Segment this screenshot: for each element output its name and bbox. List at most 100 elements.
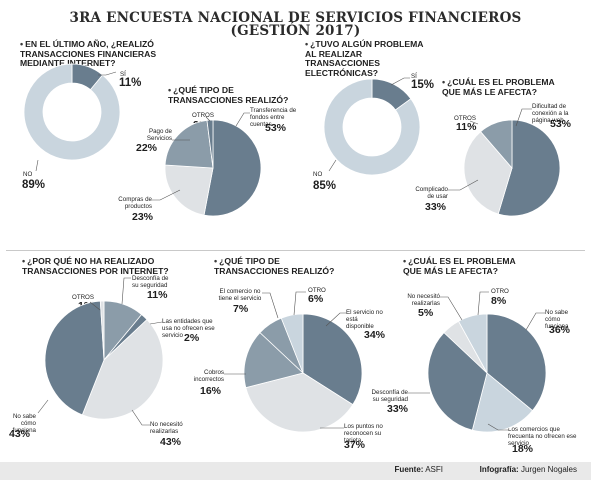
question-1-text: EN EL ÚLTIMO AÑO, ¿REALIZÓ TRANSACCIONES… — [20, 39, 157, 68]
chart-6-value-puntos: 37% — [344, 439, 366, 451]
chart-6-pie — [243, 313, 363, 433]
pie-slice-no-necesitó-realizarlas — [81, 319, 164, 420]
pie-slice-no-sabe-cómo-funciona — [44, 300, 105, 416]
bullet-icon: • — [214, 256, 218, 266]
leader-line — [149, 321, 163, 325]
chart-3-label-si: SÍ — [411, 73, 417, 80]
footer-source: Fuente: ASFI — [395, 465, 443, 474]
chart-5-label-entidades: Las entidades que usa no ofrecen ese ser… — [162, 318, 215, 339]
pie-slice-otros — [99, 300, 105, 361]
question-5: • ¿POR QUÉ NO HA REALIZADO TRANSACCIONES … — [22, 256, 172, 276]
question-2-text: ¿QUÉ TIPO DE TRANSACCIONES REALIZÓ? — [168, 85, 289, 105]
source-label: Fuente: — [394, 465, 424, 474]
chart-7-value-otro: 8% — [491, 295, 507, 307]
chart-5-value-nonecesito: 43% — [160, 436, 182, 448]
leader-line — [89, 301, 101, 311]
leader-line — [35, 159, 39, 172]
leader-line — [325, 312, 346, 327]
chart-4-label-complicado: Complicado de usar — [415, 186, 448, 200]
question-1: • EN EL ÚLTIMO AÑO, ¿REALIZÓ TRANSACCIONE… — [20, 39, 165, 69]
bullet-icon: • — [305, 39, 309, 49]
chart-7-value-nosabe: 36% — [549, 324, 571, 336]
leader-line — [235, 112, 250, 127]
footer-bar: Fuente: ASFI Infografía: Jurgen Nogales — [0, 462, 591, 480]
question-6: • ¿QUÉ TIPO DE TRANSACCIONES REALIZÓ? — [214, 256, 354, 276]
chart-6-value-cobros: 16% — [200, 385, 222, 397]
chart-1-label-no: NO — [23, 171, 33, 178]
chart-1-label-si: SÍ — [120, 71, 126, 78]
pie-slice-no — [23, 63, 121, 161]
pie-slice-los-puntos-no-reconocen-su-tarjeta — [245, 372, 354, 433]
question-7-text: ¿CUÁL ES EL PROBLEMA QUE MÁS LE AFECTA? — [403, 256, 516, 276]
chart-1-pie — [23, 63, 121, 161]
chart-6-label-cobros: Cobros incorrectos — [193, 369, 224, 383]
chart-4-pie — [463, 119, 561, 217]
pie-slice-pago-de-servicios — [164, 119, 214, 169]
chart-2-label-transfer: Transferencia de fondos entre cuentas — [250, 107, 297, 128]
separator-horizontal — [6, 250, 585, 251]
leader-line — [440, 296, 463, 321]
pie-slice-los-comercios-que-frecuenta-no-ofrecen-ese-servicio — [471, 372, 534, 433]
pie-slice-cobros-incorrectos — [243, 332, 304, 389]
chart-5-value-nosabe: 43% — [9, 428, 31, 440]
chart-6-value-otro: 6% — [308, 293, 324, 305]
leader-line — [477, 291, 489, 316]
pie-slice-otros — [480, 119, 513, 170]
chart-4-value-dificultad: 53% — [550, 118, 572, 130]
chart-4-value-complicado: 33% — [425, 201, 447, 213]
chart-3-value-si: 15% — [411, 79, 435, 91]
chart-5-pie — [44, 300, 164, 420]
chart-7-value-desconfia: 33% — [387, 403, 409, 415]
bullet-icon: • — [168, 85, 172, 95]
chart-7-label-comercios: Los comercios que frecuenta no ofrecen e… — [508, 426, 577, 447]
chart-7-value-comercios: 18% — [512, 443, 534, 455]
leader-line — [487, 423, 508, 431]
pie-slice-otro — [458, 313, 488, 374]
chart-7-label-nonecesito: No necesitó realizarlas — [407, 293, 440, 307]
chart-6-label-nodisponible: El servicio no está disponible — [346, 309, 383, 330]
footer-credit: Infografía: Jurgen Nogales — [480, 465, 577, 474]
pie-slice-dificultad-de-conexión-a-la-página-web — [497, 119, 561, 217]
pie-slice-no-sabe-cómo-funciona — [486, 313, 547, 412]
question-4: • ¿CUÁL ES EL PROBLEMA QUE MÁS LE AFECTA? — [442, 77, 572, 97]
leader-line — [205, 116, 211, 122]
chart-7-label-nosabe: No sabe cómo funciona — [545, 309, 569, 330]
chart-1-value-no: 89% — [22, 179, 46, 191]
chart-6-value-nodisponible: 34% — [364, 329, 386, 341]
leader-line — [37, 399, 49, 414]
chart-7-value-nonecesito: 5% — [418, 307, 434, 319]
chart-7-label-otro: OTRO — [491, 288, 509, 295]
leader-line — [262, 292, 279, 319]
chart-5-value-entidades: 2% — [184, 332, 200, 344]
question-2: • ¿QUÉ TIPO DE TRANSACCIONES REALIZÓ? — [168, 85, 298, 105]
leader-line — [525, 312, 545, 331]
title-line-2: (GESTIÓN 2017) — [230, 23, 361, 39]
chart-3-value-no: 85% — [313, 180, 337, 192]
pie-slice-otro — [280, 313, 304, 374]
chart-5-label-nosabe: No sabe cómo funciona — [12, 413, 36, 434]
chart-2-pie — [164, 119, 262, 217]
chart-6-label-otro: OTRO — [308, 287, 326, 294]
pie-slice-no — [323, 78, 421, 176]
chart-1-value-si: 11% — [119, 77, 142, 89]
leader-line — [448, 179, 479, 191]
pie-slice-otros — [206, 119, 214, 169]
leader-line — [152, 189, 181, 201]
question-3-text: ¿TUVO ALGÚN PROBLEMA AL REALIZAR TRANSAC… — [305, 39, 424, 78]
credit-label: Infografía: — [479, 465, 519, 474]
question-6-text: ¿QUÉ TIPO DE TRANSACCIONES REALIZÓ? — [214, 256, 335, 276]
infographic-title: 3RA ENCUESTA NACIONAL DE SERVICIOS FINAN… — [0, 11, 591, 39]
chart-2-label-otros: OTROS — [192, 112, 215, 119]
chart-6-label-comercio: El comercio no tiene el servicio — [218, 288, 262, 302]
leader-line — [328, 159, 337, 172]
pie-slice-desconfía-de-su-seguridad — [427, 332, 488, 431]
leader-line — [390, 77, 410, 86]
pie-slice-transferencia-de-fondos-entre-cuentas — [203, 119, 262, 217]
chart-4-value-otros: 11% — [456, 121, 477, 133]
credit-value: Jurgen Nogales — [520, 465, 577, 474]
chart-3-pie — [323, 78, 421, 176]
question-3: • ¿TUVO ALGÚN PROBLEMA AL REALIZAR TRANSA… — [305, 39, 430, 78]
bullet-icon: • — [442, 77, 446, 87]
